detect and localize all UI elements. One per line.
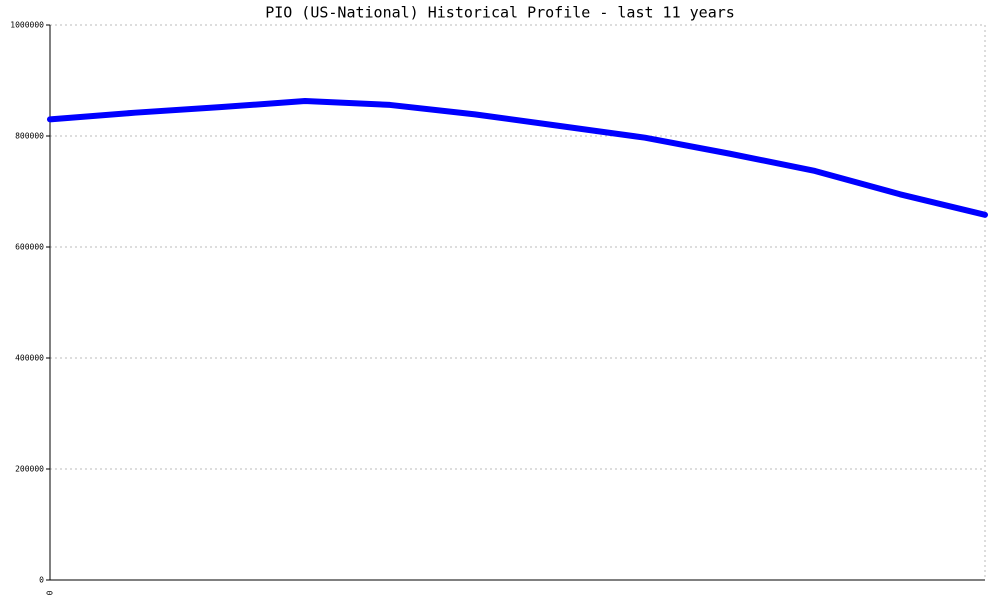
y-tick-label: 600000 <box>15 243 44 252</box>
y-tick-label: 200000 <box>15 465 44 474</box>
y-tick-label: 1000000 <box>10 21 44 30</box>
x-tick-label: 0 <box>46 590 55 595</box>
y-tick-label: 800000 <box>15 132 44 141</box>
data-line <box>47 98 988 218</box>
y-tick-label: 400000 <box>15 354 44 363</box>
chart-title: PIO (US-National) Historical Profile - l… <box>265 4 735 22</box>
y-tick-label: 0 <box>39 576 44 585</box>
